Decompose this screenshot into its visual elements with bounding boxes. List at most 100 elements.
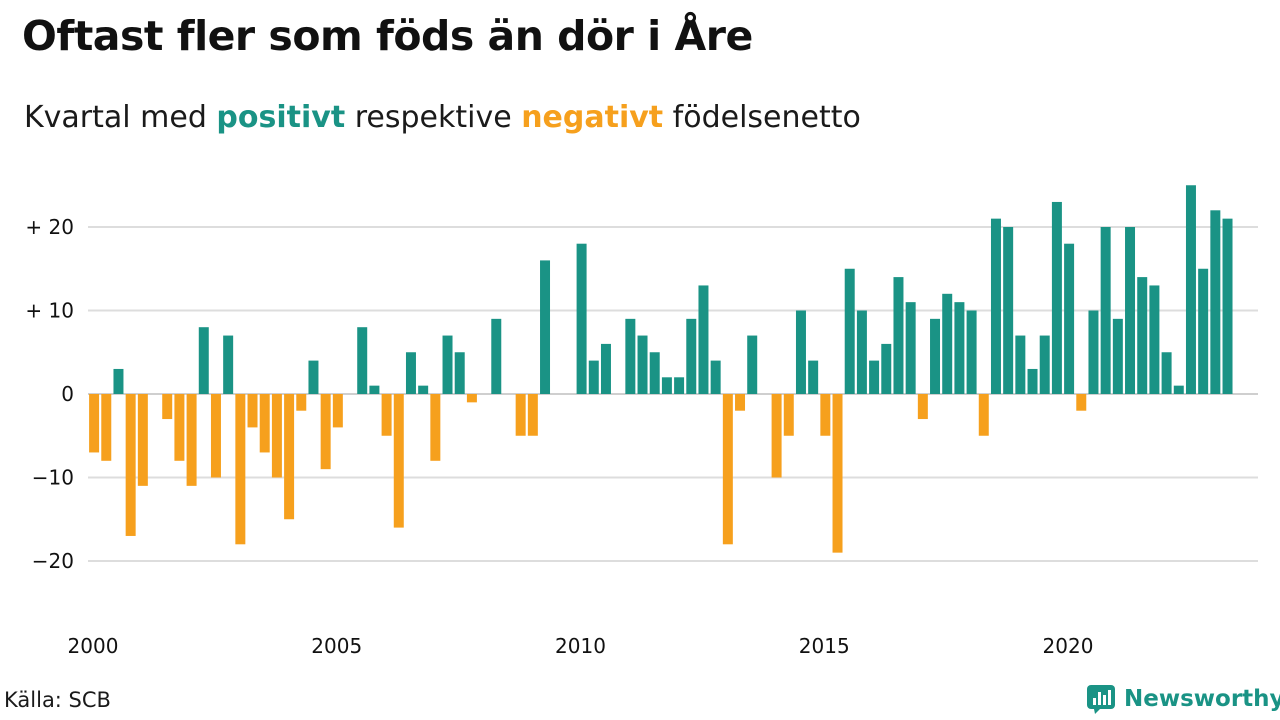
chart-title: Oftast fler som föds än dör i Åre bbox=[22, 12, 753, 60]
bar-2000K3 bbox=[113, 368, 124, 394]
bar-2010K1 bbox=[576, 243, 587, 394]
chart-subtitle: Kvartal med positivt respektive negativt… bbox=[24, 100, 861, 135]
bar-2011K4 bbox=[661, 377, 672, 394]
bar-2002K2 bbox=[198, 327, 209, 394]
bar-chart: −20 −10 0 + 10 + 20 2000 2005 2010 2015 2020 bbox=[25, 185, 1258, 658]
bar-2016K4 bbox=[905, 302, 916, 394]
bar-2020K4 bbox=[1100, 227, 1111, 394]
bar-2007K1 bbox=[430, 394, 441, 461]
bar-2001K3 bbox=[162, 394, 173, 420]
bar-2014K2 bbox=[783, 394, 794, 436]
bar-2004K2 bbox=[296, 394, 307, 411]
bar-2009K1 bbox=[527, 394, 538, 436]
bar-2015K3 bbox=[844, 268, 855, 394]
bar-2003K4 bbox=[271, 394, 282, 478]
bar-2018K2 bbox=[978, 394, 989, 436]
bar-2011K1 bbox=[625, 318, 636, 394]
bar-2004K3 bbox=[308, 360, 319, 394]
bar-2012K3 bbox=[698, 285, 709, 394]
bar-2007K2 bbox=[442, 335, 453, 394]
bar-2019K3 bbox=[1039, 335, 1050, 394]
bar-2002K3 bbox=[210, 394, 221, 478]
bar-2007K4 bbox=[466, 394, 477, 403]
bar-2006K1 bbox=[381, 394, 392, 436]
bar-2000K2 bbox=[101, 394, 112, 461]
bar-2022K2 bbox=[1173, 385, 1184, 394]
bar-2021K2 bbox=[1125, 227, 1136, 394]
bar-2011K2 bbox=[637, 335, 648, 394]
x-tick-label: 2015 bbox=[799, 634, 850, 658]
subtitle-prefix: Kvartal med bbox=[24, 100, 217, 135]
x-tick-label: 2000 bbox=[68, 634, 119, 658]
bar-2018K3 bbox=[990, 218, 1001, 394]
bar-2021K4 bbox=[1149, 285, 1160, 394]
bar-2019K2 bbox=[1027, 368, 1038, 394]
bar-2014K3 bbox=[795, 310, 806, 394]
bar-2012K2 bbox=[686, 318, 697, 394]
y-tick-label: −20 bbox=[32, 549, 74, 573]
bar-2014K1 bbox=[771, 394, 782, 478]
y-tick-label: + 10 bbox=[25, 299, 74, 323]
bar-2003K2 bbox=[247, 394, 258, 428]
bar-2017K4 bbox=[954, 302, 965, 394]
bar-2002K4 bbox=[223, 335, 234, 394]
bar-2010K2 bbox=[588, 360, 599, 394]
bar-2012K4 bbox=[710, 360, 721, 394]
bar-2019K4 bbox=[1051, 201, 1062, 394]
bar-2018K4 bbox=[1003, 227, 1014, 394]
bar-2022K1 bbox=[1161, 352, 1172, 394]
bar-2006K2 bbox=[393, 394, 404, 528]
bar-2003K1 bbox=[235, 394, 246, 545]
bar-2023K2 bbox=[1222, 218, 1233, 394]
bar-2022K3 bbox=[1185, 185, 1196, 394]
bar-2017K2 bbox=[930, 318, 941, 394]
bar-2008K2 bbox=[491, 318, 502, 394]
bar-2016K3 bbox=[893, 277, 904, 394]
bar-2015K4 bbox=[856, 310, 867, 394]
bar-2006K4 bbox=[418, 385, 429, 394]
y-tick-label: 0 bbox=[61, 382, 74, 406]
bar-2004K1 bbox=[284, 394, 295, 520]
bar-2018K1 bbox=[966, 310, 977, 394]
y-tick-label: −10 bbox=[32, 466, 74, 490]
bar-2002K1 bbox=[186, 394, 197, 486]
bar-chart-logo-icon bbox=[1087, 685, 1115, 714]
bar-2010K3 bbox=[600, 343, 611, 394]
x-tick-label: 2005 bbox=[311, 634, 362, 658]
bar-2022K4 bbox=[1198, 268, 1209, 394]
brand-name: Newsworthy bbox=[1124, 686, 1280, 712]
bar-2009K2 bbox=[540, 260, 551, 394]
subtitle-middle: respektive bbox=[345, 100, 522, 135]
bar-2023K1 bbox=[1210, 210, 1221, 394]
bar-2015K2 bbox=[832, 394, 843, 553]
bar-2006K3 bbox=[405, 352, 416, 394]
bar-2020K1 bbox=[1064, 243, 1075, 394]
bar-2000K4 bbox=[125, 394, 136, 536]
source-note: Källa: SCB bbox=[4, 688, 111, 712]
x-tick-label: 2010 bbox=[555, 634, 606, 658]
bar-2020K2 bbox=[1076, 394, 1087, 411]
bar-2008K4 bbox=[515, 394, 526, 436]
brand-logo: Newsworthy bbox=[1086, 684, 1280, 714]
bar-2021K1 bbox=[1112, 318, 1123, 394]
bar-2021K3 bbox=[1137, 277, 1148, 394]
bar-2003K3 bbox=[259, 394, 270, 453]
bar-2012K1 bbox=[674, 377, 685, 394]
subtitle-positive-label: positivt bbox=[216, 100, 346, 135]
bar-2020K3 bbox=[1088, 310, 1099, 394]
bar-2001K1 bbox=[137, 394, 148, 486]
bar-2017K3 bbox=[942, 293, 953, 394]
bar-2016K2 bbox=[881, 343, 892, 394]
bar-2007K3 bbox=[454, 352, 465, 394]
bar-2016K1 bbox=[869, 360, 880, 394]
x-tick-label: 2020 bbox=[1043, 634, 1094, 658]
subtitle-negative-label: negativt bbox=[521, 100, 664, 135]
bar-2019K1 bbox=[1015, 335, 1026, 394]
y-tick-label: + 20 bbox=[25, 215, 74, 239]
bar-2000K1 bbox=[89, 394, 100, 453]
bar-2013K3 bbox=[747, 335, 758, 394]
bar-2015K1 bbox=[820, 394, 831, 436]
bar-2005K4 bbox=[369, 385, 380, 394]
bar-2011K3 bbox=[649, 352, 660, 394]
bar-2013K2 bbox=[735, 394, 746, 411]
